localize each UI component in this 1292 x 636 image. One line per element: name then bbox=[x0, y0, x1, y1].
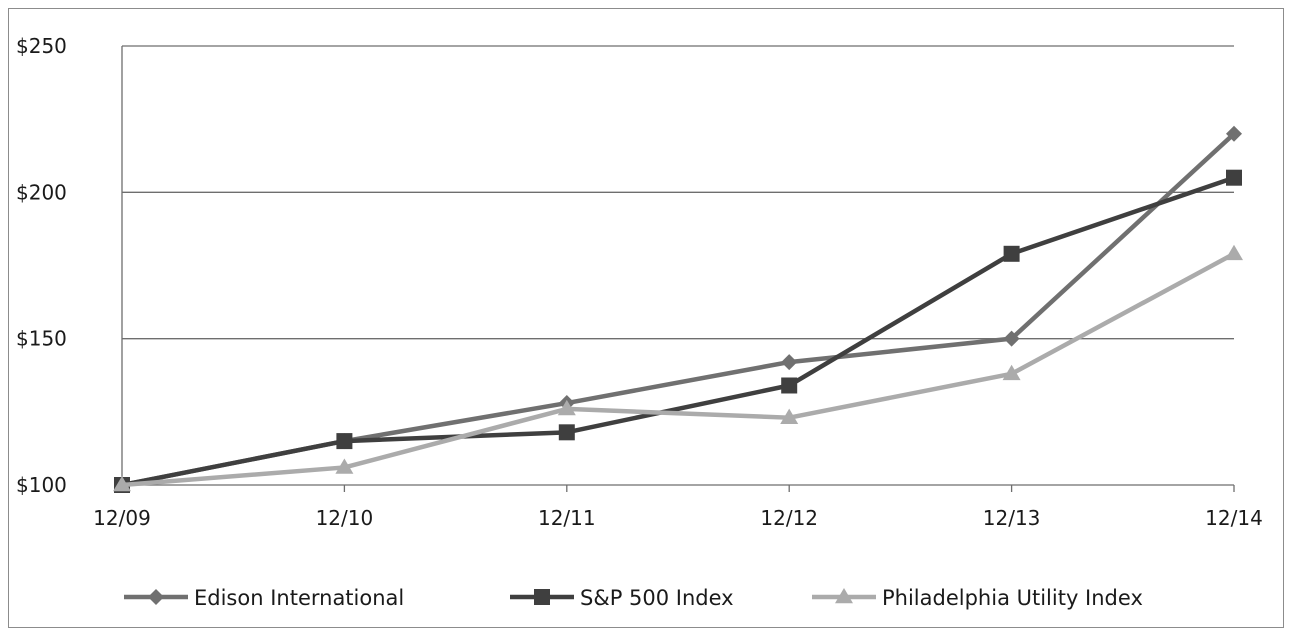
x-tick-label: 12/09 bbox=[93, 506, 151, 530]
legend-item: Edison International bbox=[124, 586, 404, 610]
y-tick-label: $100 bbox=[16, 473, 67, 497]
series-lines bbox=[113, 125, 1243, 493]
data-point-square bbox=[336, 433, 353, 450]
x-tick-label: 12/13 bbox=[983, 506, 1041, 530]
x-tick-label: 12/10 bbox=[316, 506, 374, 530]
data-point-diamond bbox=[1003, 330, 1020, 347]
legend-label: Philadelphia Utility Index bbox=[882, 586, 1143, 610]
data-point-diamond bbox=[781, 354, 798, 371]
series-philadelphia-utility-index bbox=[113, 244, 1243, 492]
series-line bbox=[121, 251, 1236, 488]
x-tick-label: 12/14 bbox=[1205, 506, 1263, 530]
y-tick-label: $250 bbox=[16, 34, 67, 58]
legend-label: S&P 500 Index bbox=[580, 586, 734, 610]
legend-label: Edison International bbox=[194, 586, 404, 610]
series-line bbox=[121, 175, 1235, 488]
data-point-square bbox=[534, 589, 550, 605]
axes: $100 $150 $200 $250 12/09 12/10 12/11 12/12 12/1… bbox=[16, 34, 1263, 530]
data-point-triangle bbox=[780, 408, 799, 424]
gridlines bbox=[122, 45, 1234, 340]
data-point-triangle bbox=[1002, 364, 1021, 381]
data-point-triangle bbox=[1225, 244, 1243, 261]
data-point-diamond bbox=[1226, 125, 1242, 142]
x-tick-label: 12/12 bbox=[760, 506, 818, 530]
data-point-square bbox=[1226, 169, 1242, 186]
data-point-triangle bbox=[113, 476, 131, 492]
data-point-triangle bbox=[557, 399, 576, 416]
series-s-p-500-index bbox=[114, 169, 1242, 493]
data-point-square bbox=[781, 377, 798, 394]
x-tick-label: 12/11 bbox=[538, 506, 596, 530]
data-point-diamond bbox=[148, 589, 164, 605]
series-line bbox=[121, 132, 1236, 488]
legend: Edison International S&P 500 Index Philade… bbox=[124, 586, 1143, 610]
data-point-triangle bbox=[335, 458, 354, 474]
data-point-triangle bbox=[835, 588, 853, 604]
series-edison-international bbox=[114, 125, 1242, 493]
y-tick-label: $200 bbox=[16, 180, 67, 204]
data-point-square bbox=[558, 424, 575, 441]
y-tick-label: $150 bbox=[16, 327, 67, 351]
legend-item: Philadelphia Utility Index bbox=[812, 586, 1143, 610]
legend-item: S&P 500 Index bbox=[510, 586, 734, 610]
chart-frame bbox=[8, 8, 1284, 628]
data-point-square bbox=[1003, 245, 1020, 262]
